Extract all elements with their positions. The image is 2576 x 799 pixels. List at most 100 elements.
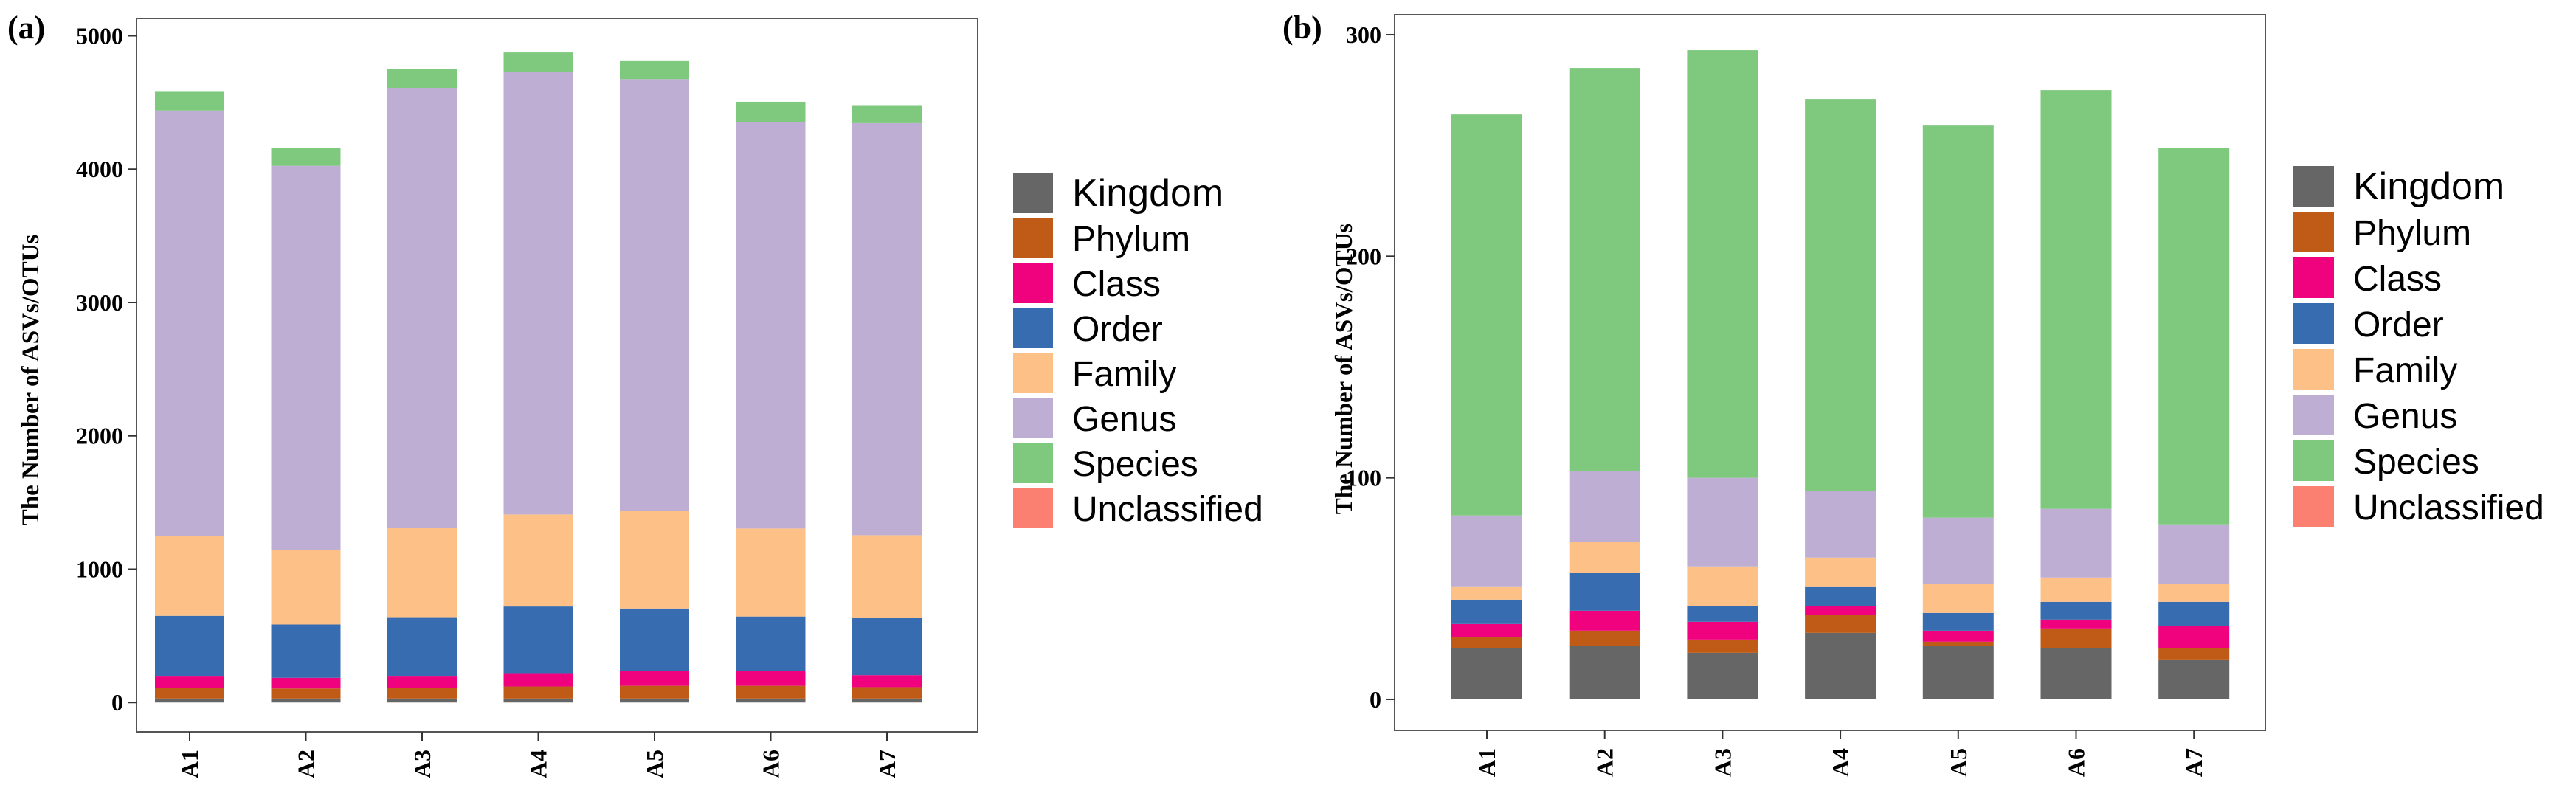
bar-segment-phylum-a7 [2158,648,2230,660]
x-tick-label: A4 [525,750,552,778]
bar-segment-class-a5 [620,671,689,686]
legend-label-genus: Genus [1072,400,1176,439]
y-tick-label: 300 [1346,21,1381,48]
x-tick-label: A6 [758,750,784,778]
bar-segment-kingdom-a7 [852,698,922,703]
legend-swatch-unclassified [1013,488,1053,528]
legend-label-class: Class [1072,265,1161,304]
legend-swatch-kingdom [1013,173,1053,213]
bar-segment-kingdom-a4 [1805,632,1876,699]
bar-segment-genus-a4 [503,72,573,515]
bar-segment-kingdom-a6 [2040,648,2112,699]
bar-segment-phylum-a6 [2040,628,2112,648]
bar-segment-kingdom-a4 [503,698,573,703]
y-tick-label: 3000 [76,289,123,316]
bar-segment-order-a1 [1451,599,1522,624]
bar-segment-family-a2 [1569,542,1640,573]
legend-label-order: Order [2353,305,2444,345]
x-tick-label: A5 [1945,748,1972,777]
legend-swatch-genus [2293,395,2334,435]
bar-segment-order-a5 [620,608,689,671]
x-tick-label: A6 [2063,748,2090,777]
bar-segment-class-a2 [271,677,341,689]
bar-segment-order-a2 [1569,573,1640,611]
bar-segment-family-a7 [2158,584,2230,602]
bar-segment-family-a4 [1805,557,1876,587]
x-tick-label: A3 [409,750,435,778]
bar-segment-family-a5 [1922,584,1994,613]
legend-label-unclassified: Unclassified [1072,490,1263,529]
bar-segment-class-a4 [1805,606,1876,615]
bar-segment-phylum-a4 [503,686,573,699]
x-tick-label: A7 [874,750,900,778]
bar-segment-species-a5 [1922,125,1994,518]
legend-label-species: Species [2353,443,2479,482]
bar-segment-class-a1 [155,676,224,688]
bar-segment-order-a4 [503,606,573,674]
bar-segment-genus-a6 [2040,508,2112,578]
panel-b: (b) The Number of ASVs/OTUs 0 100 200 300 A1… [1282,10,2544,777]
y-tick-label: 5000 [76,22,123,49]
legend-swatch-species [2293,440,2334,481]
legend-label-class: Class [2353,260,2442,299]
bar-segment-order-a2 [271,624,341,678]
bar-segment-genus-a3 [1687,477,1758,567]
bar-segment-class-a7 [2158,626,2230,648]
bar-segment-order-a6 [2040,601,2112,620]
panel-a-label: (a) [7,10,45,46]
bar-segment-kingdom-a3 [387,698,457,703]
x-tick-label: A1 [1474,748,1500,777]
bar-segment-phylum-a3 [1687,639,1758,653]
y-tick-label: 200 [1346,243,1381,269]
panel-b-legend: Kingdom Phylum Class Order Family Genus Specie… [2293,165,2544,528]
legend-label-family: Family [1072,355,1176,394]
bar-segment-family-a7 [852,535,922,618]
legend-label-kingdom: Kingdom [1072,172,1223,215]
x-tick-label: A2 [293,750,320,778]
bar-segment-phylum-a7 [852,687,922,699]
bar-segment-phylum-a6 [736,685,806,699]
bar-segment-genus-a7 [2158,524,2230,584]
bar-segment-species-a3 [387,69,457,88]
panel-b-y-axis-title: The Number of ASVs/OTUs [1331,224,1358,515]
y-tick-label: 100 [1346,465,1381,491]
bar-segment-family-a5 [620,511,689,609]
bar-segment-phylum-a1 [155,688,224,699]
legend-label-order: Order [1072,310,1163,349]
bar-segment-phylum-a2 [271,688,341,699]
x-tick-label: A4 [1827,748,1854,777]
bar-segment-order-a3 [1687,606,1758,622]
bar-segment-phylum-a3 [387,688,457,699]
legend-swatch-unclassified [2293,486,2334,527]
bar-segment-species-a4 [1805,99,1876,491]
bar-segment-genus-a4 [1805,491,1876,558]
bar-segment-species-a5 [620,60,689,80]
legend-label-kingdom: Kingdom [2353,165,2504,208]
bar-segment-phylum-a2 [1569,630,1640,646]
legend-label-phylum: Phylum [1072,220,1190,259]
x-tick-label: A1 [176,750,203,778]
bar-segment-class-a1 [1451,623,1522,637]
bar-segment-class-a6 [736,671,806,686]
legend-swatch-kingdom [2293,166,2334,207]
bar-segment-class-a2 [1569,610,1640,631]
bar-segment-species-a1 [1451,114,1522,516]
bar-segment-kingdom-a5 [1922,646,1994,699]
legend-swatch-phylum [2293,212,2334,252]
bar-segment-class-a4 [503,673,573,687]
bar-segment-family-a3 [1687,566,1758,606]
bar-segment-order-a1 [155,615,224,677]
bar-segment-family-a4 [503,514,573,607]
bar-segment-species-a2 [1569,68,1640,471]
bar-segment-species-a2 [271,148,341,166]
bar-segment-kingdom-a3 [1687,652,1758,699]
bar-segment-order-a7 [852,618,922,676]
bar-segment-kingdom-a1 [155,698,224,703]
bar-segment-order-a4 [1805,586,1876,606]
legend-swatch-phylum [1013,218,1053,258]
legend-swatch-family [2293,349,2334,390]
x-tick-label: A3 [1709,748,1736,777]
bar-segment-kingdom-a5 [620,698,689,703]
bar-segment-class-a3 [387,676,457,688]
